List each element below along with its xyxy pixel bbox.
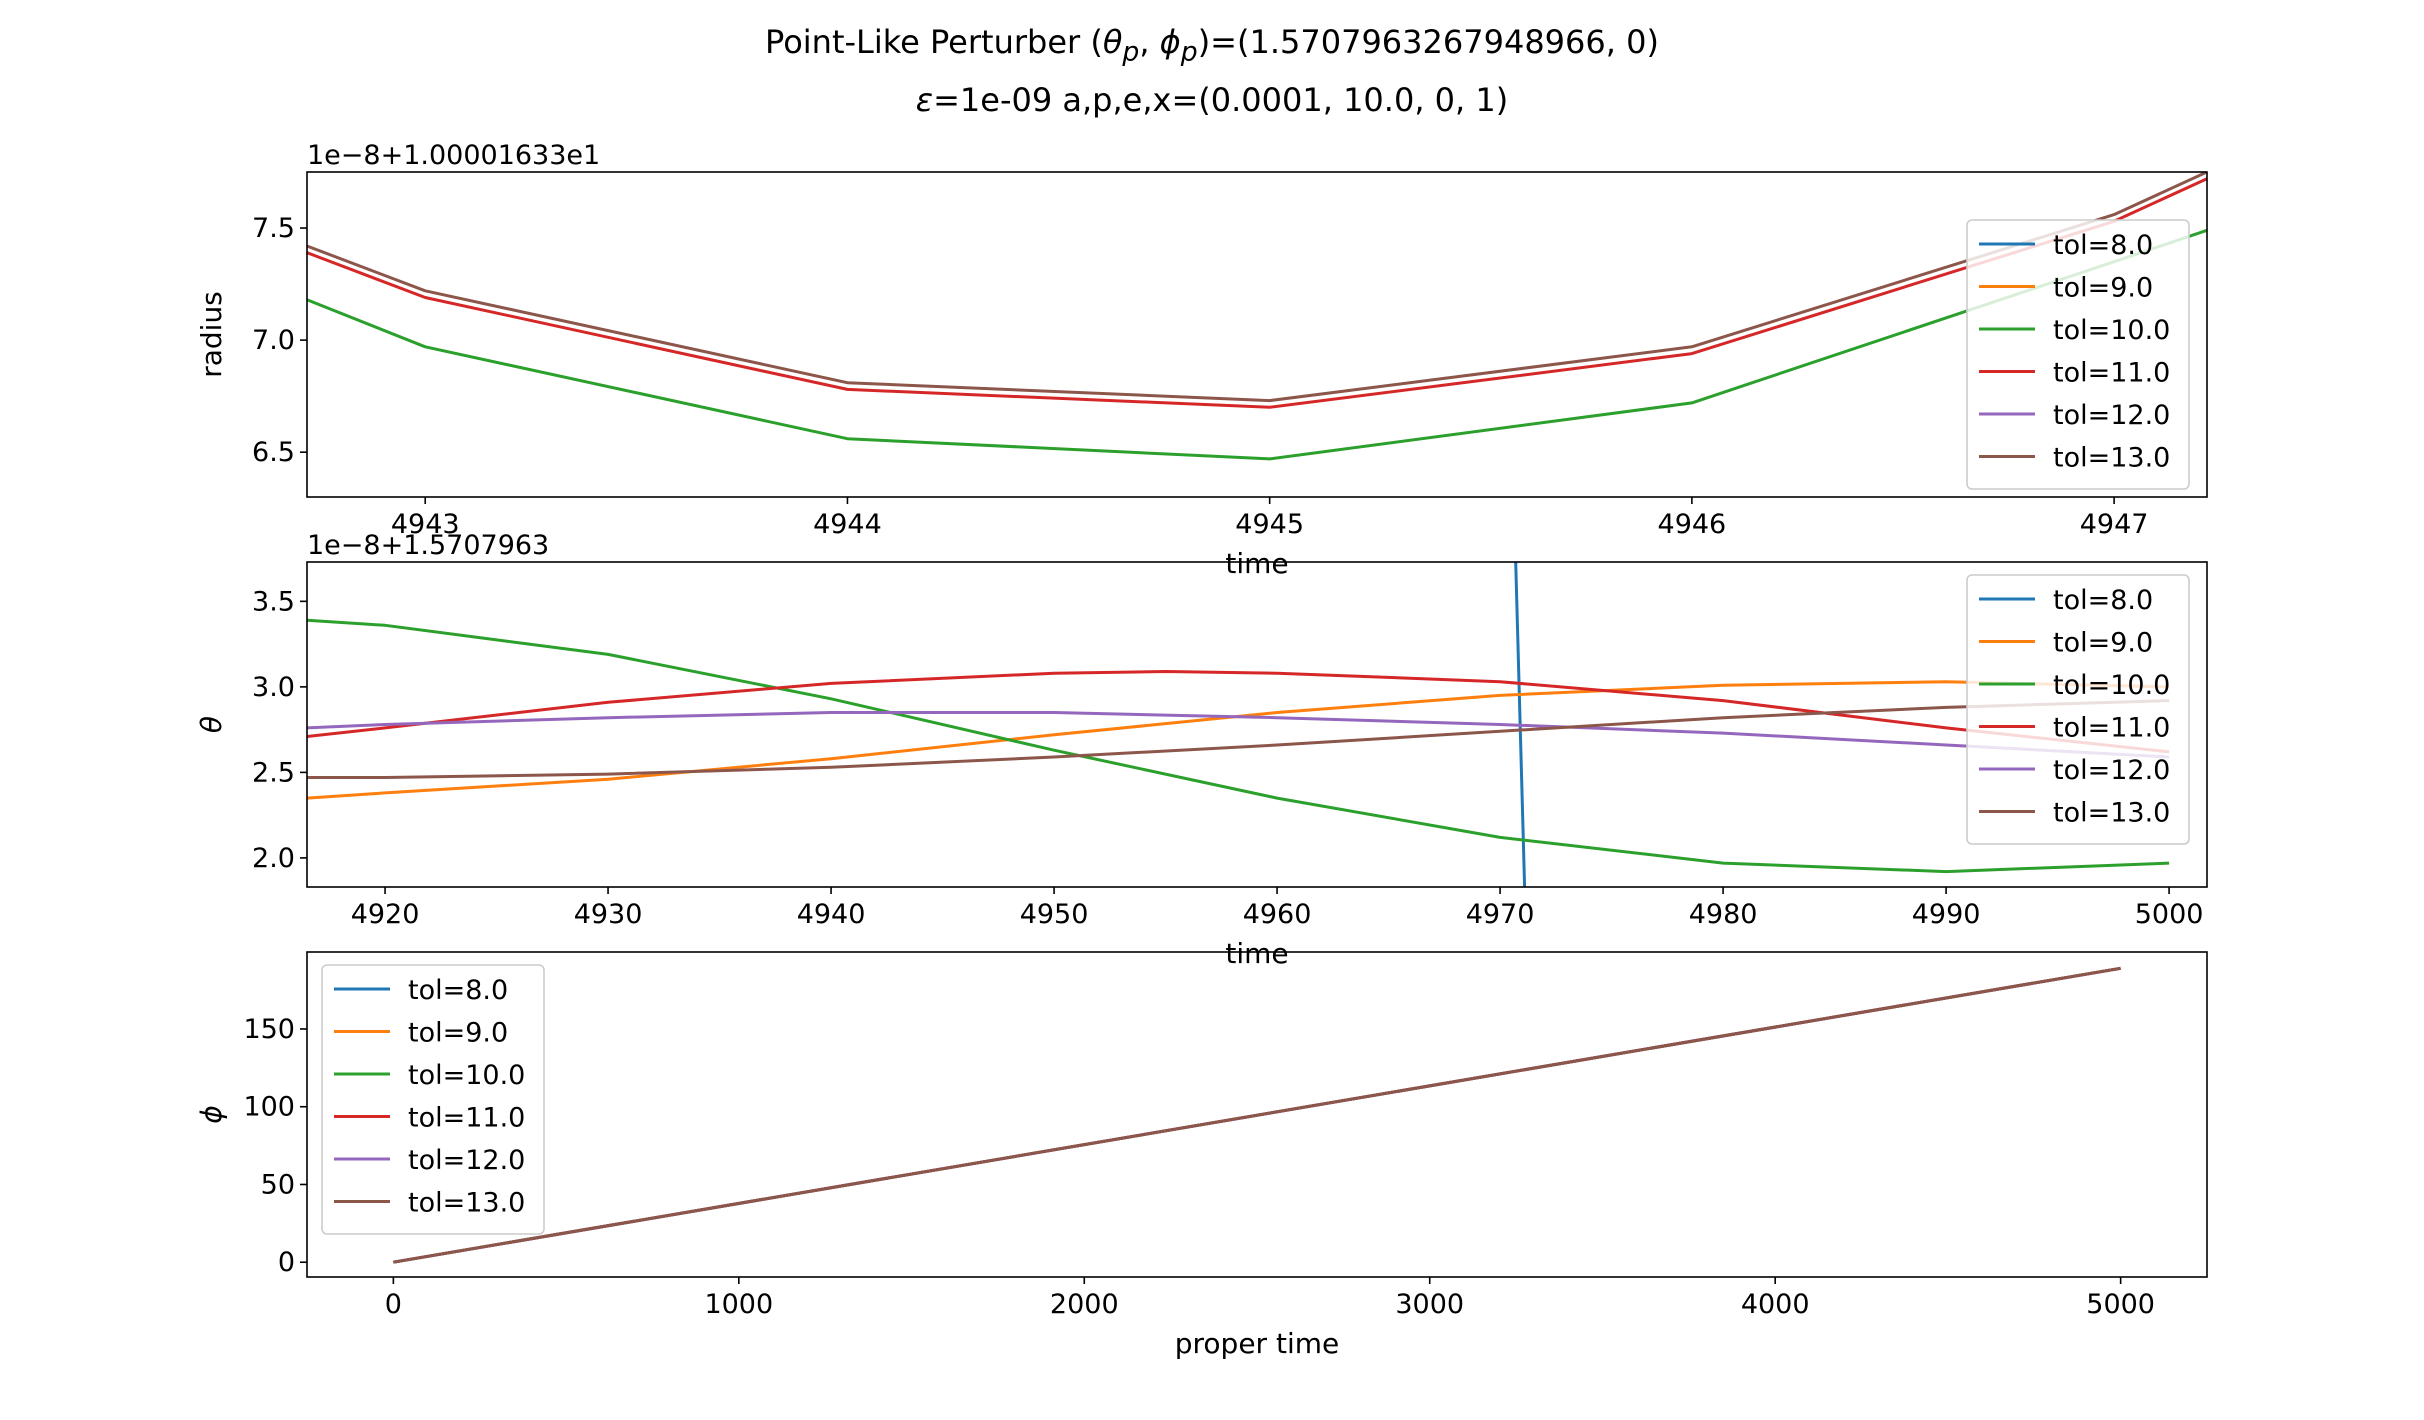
series-line-tol-13-0 bbox=[393, 966, 2121, 1264]
x-axis-label: time bbox=[1225, 937, 1288, 970]
legend-label-tol-9-0: tol=9.0 bbox=[2053, 628, 2153, 659]
legend-label-tol-13-0: tol=13.0 bbox=[2053, 798, 2170, 829]
x-tick-label: 4980 bbox=[1689, 899, 1758, 930]
series-line-tol-12-0 bbox=[307, 711, 2170, 759]
series-line-tol-13-0 bbox=[307, 699, 2170, 779]
plot-area bbox=[393, 966, 2121, 1264]
x-tick-label: 4920 bbox=[351, 899, 420, 930]
title-line-2: ε=1e-09 a,p,e,x=(0.0001, 10.0, 0, 1) bbox=[0, 76, 2424, 124]
x-tick-label: 4946 bbox=[1658, 509, 1727, 540]
legend: tol=8.0 tol=9.0 tol=10.0 tol=11.0 tol=12.0 to… bbox=[1966, 219, 2190, 490]
title-phi-sub: p bbox=[1180, 36, 1198, 68]
title-phi: ϕ bbox=[1159, 23, 1181, 61]
y-tick-label: 6.5 bbox=[252, 437, 295, 468]
plot-area bbox=[307, 562, 2170, 887]
title-params: =1e-09 a,p,e,x=(0.0001, 10.0, 0, 1) bbox=[933, 81, 1509, 120]
x-tick-label: 4943 bbox=[391, 509, 460, 540]
x-tick-label: 4944 bbox=[813, 509, 882, 540]
x-tick-label: 5000 bbox=[2086, 1289, 2155, 1320]
legend-label-tol-13-0: tol=13.0 bbox=[408, 1188, 525, 1219]
title-suffix: )=(1.5707963267948966, 0) bbox=[1197, 23, 1659, 61]
subplot-1: 4943 4944 4945 4946 4947 6.5 7.0 7.5 1e−8+1.0000… bbox=[195, 140, 2208, 580]
x-tick-label: 3000 bbox=[1395, 1289, 1464, 1320]
legend-label-tol-11-0: tol=11.0 bbox=[408, 1103, 525, 1134]
x-tick-label: 4990 bbox=[1912, 899, 1981, 930]
legend-label-tol-12-0: tol=12.0 bbox=[2053, 400, 2170, 431]
y-axis-label: radius bbox=[195, 291, 228, 378]
series-line-tol-10-0 bbox=[307, 228, 2207, 461]
title-sep: , bbox=[1139, 23, 1160, 61]
legend-label-tol-9-0: tol=9.0 bbox=[2053, 273, 2153, 304]
axes-frame bbox=[306, 171, 2208, 498]
legend-label-tol-8-0: tol=8.0 bbox=[408, 975, 508, 1006]
x-tick-label: 4945 bbox=[1235, 509, 1304, 540]
legend-label-tol-12-0: tol=12.0 bbox=[2053, 755, 2170, 786]
y-tick-label: 2.5 bbox=[252, 757, 295, 788]
y-offset-label: 1e−8+1.5707963 bbox=[307, 530, 549, 561]
x-tick-label: 4930 bbox=[574, 899, 643, 930]
legend-label-tol-10-0: tol=10.0 bbox=[2053, 315, 2170, 346]
legend-label-tol-8-0: tol=8.0 bbox=[2053, 585, 2153, 616]
x-tick-label: 5000 bbox=[2135, 899, 2204, 930]
legend: tol=8.0 tol=9.0 tol=10.0 tol=11.0 tol=12.0 to… bbox=[321, 964, 545, 1235]
series-line-tol-10-0 bbox=[307, 618, 2170, 874]
x-axis-label: proper time bbox=[1175, 1327, 1339, 1360]
x-tick-label: 4947 bbox=[2080, 509, 2149, 540]
legend-label-tol-12-0: tol=12.0 bbox=[408, 1145, 525, 1176]
title-theta-sub: p bbox=[1122, 36, 1140, 68]
x-tick-label: 4000 bbox=[1741, 1289, 1810, 1320]
series-line-tol-11-0 bbox=[307, 177, 2207, 409]
legend-label-tol-13-0: tol=13.0 bbox=[2053, 443, 2170, 474]
plot-area bbox=[307, 172, 2207, 461]
legend: tol=8.0 tol=9.0 tol=10.0 tol=11.0 tol=12.0 to… bbox=[1966, 574, 2190, 845]
y-axis-label: θ bbox=[195, 716, 228, 733]
subplot-2: 4920 4930 4940 4950 4960 4970 4980 4990 5000 2.0 2… bbox=[195, 530, 2208, 970]
axes-frame bbox=[306, 951, 2208, 1278]
x-tick-label: 4950 bbox=[1020, 899, 1089, 930]
y-tick-label: 100 bbox=[243, 1092, 295, 1123]
axes-frame bbox=[306, 561, 2208, 888]
legend-label-tol-10-0: tol=10.0 bbox=[408, 1060, 525, 1091]
y-tick-label: 7.5 bbox=[252, 213, 295, 244]
legend-label-tol-11-0: tol=11.0 bbox=[2053, 358, 2170, 389]
subplot-3: 0 1000 2000 3000 4000 5000 0 50 100 150 ϕ proper ti… bbox=[195, 951, 2208, 1360]
y-tick-label: 3.5 bbox=[252, 586, 295, 617]
y-tick-label: 150 bbox=[243, 1014, 295, 1045]
legend-label-tol-9-0: tol=9.0 bbox=[408, 1018, 508, 1049]
title-theta: θ bbox=[1102, 23, 1123, 61]
y-tick-label: 2.0 bbox=[252, 843, 295, 874]
series-line-tol-13-0 bbox=[307, 172, 2207, 403]
y-offset-label: 1e−8+1.00001633e1 bbox=[307, 140, 600, 171]
y-tick-label: 7.0 bbox=[252, 325, 295, 356]
title-line-1: Point-Like Perturber (θp, ϕp)=(1.5707963… bbox=[0, 18, 2424, 76]
title-epsilon: ε bbox=[915, 81, 934, 120]
x-tick-label: 4940 bbox=[797, 899, 866, 930]
y-tick-label: 0 bbox=[278, 1247, 295, 1278]
title-prefix: Point-Like Perturber ( bbox=[765, 23, 1103, 61]
x-tick-label: 1000 bbox=[704, 1289, 773, 1320]
legend-label-tol-11-0: tol=11.0 bbox=[2053, 713, 2170, 744]
figure-title: Point-Like Perturber (θp, ϕp)=(1.5707963… bbox=[0, 18, 2424, 124]
series-line-tol-11-0 bbox=[307, 670, 2170, 754]
y-axis-label: ϕ bbox=[195, 1105, 228, 1123]
y-tick-label: 3.0 bbox=[252, 672, 295, 703]
legend-label-tol-10-0: tol=10.0 bbox=[2053, 670, 2170, 701]
x-tick-label: 2000 bbox=[1050, 1289, 1119, 1320]
legend-label-tol-8-0: tol=8.0 bbox=[2053, 230, 2153, 261]
x-tick-label: 4970 bbox=[1466, 899, 1535, 930]
y-tick-label: 50 bbox=[261, 1169, 295, 1200]
x-tick-label: 4960 bbox=[1243, 899, 1312, 930]
series-line-tol-9-0 bbox=[307, 680, 2170, 800]
x-tick-label: 0 bbox=[385, 1289, 402, 1320]
x-axis-label: time bbox=[1225, 547, 1288, 580]
